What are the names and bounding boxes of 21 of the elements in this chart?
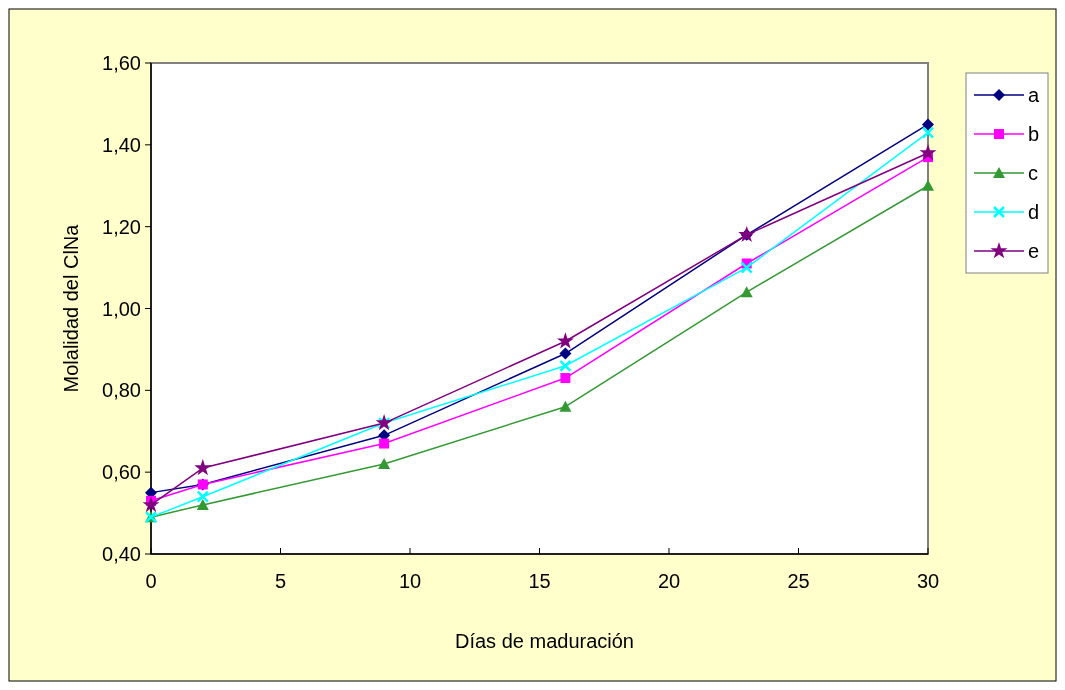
x-tick-label: 0 — [145, 570, 157, 592]
x-tick-label: 30 — [916, 570, 940, 592]
legend-label: b — [1028, 123, 1040, 145]
y-tick-label: 1,40 — [102, 133, 141, 156]
x-tick-label: 20 — [657, 570, 681, 592]
y-tick-label: 1,60 — [102, 52, 141, 74]
x-tick-label: 25 — [787, 570, 810, 592]
x-tick-label: 15 — [528, 570, 551, 592]
legend-label: e — [1028, 240, 1040, 262]
legend-label: a — [1028, 84, 1040, 106]
legend-label: c — [1028, 162, 1038, 184]
y-tick-label: 0,60 — [102, 461, 141, 484]
y-tick-label: 1,00 — [102, 297, 141, 320]
y-tick-label: 0,80 — [102, 379, 141, 402]
x-axis-title: Días de maduración — [455, 630, 634, 652]
y-tick-label: 0,40 — [102, 543, 141, 565]
y-axis-title: Molalidad del ClNa — [60, 223, 82, 393]
y-tick-label: 1,20 — [102, 215, 141, 238]
x-tick-label: 5 — [274, 570, 287, 592]
x-tick-label: 10 — [398, 570, 422, 592]
legend-label: d — [1028, 201, 1040, 223]
